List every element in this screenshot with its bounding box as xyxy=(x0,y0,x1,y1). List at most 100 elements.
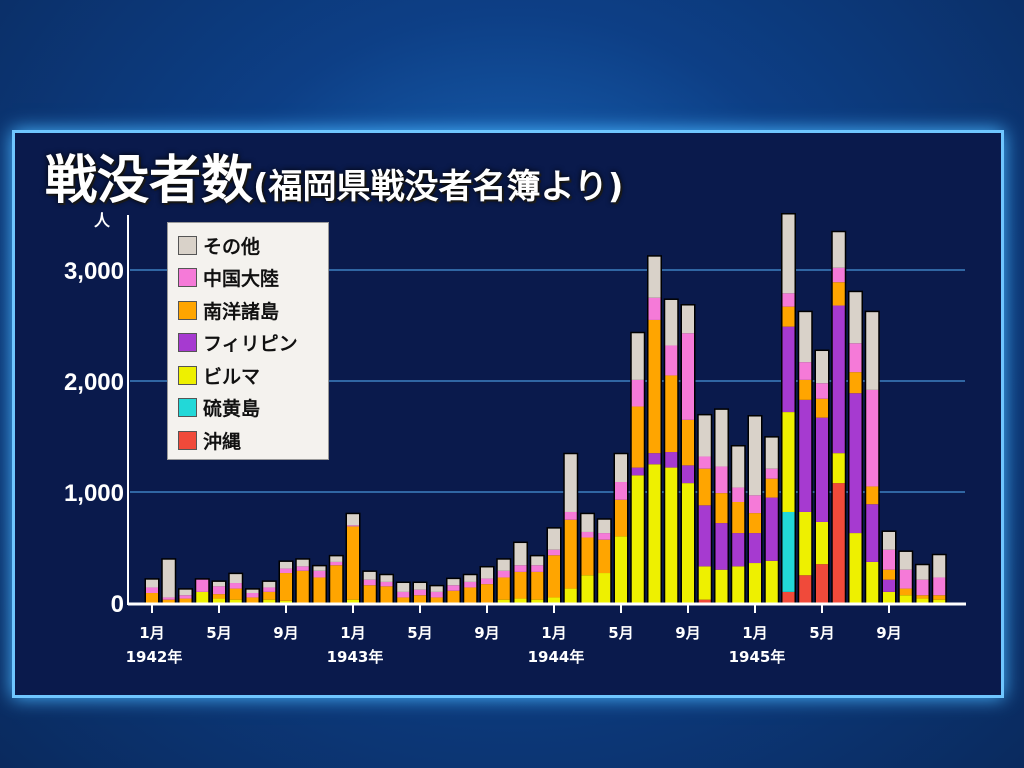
y-tick-label: 3,000 xyxy=(64,258,124,285)
bar-segment-中国大陸 xyxy=(849,343,862,373)
bar-segment-南洋諸島 xyxy=(799,379,812,400)
bar-segment-中国大陸 xyxy=(447,585,460,591)
bar-segment-その他 xyxy=(698,415,711,457)
bar-segment-フィリピン xyxy=(765,497,778,561)
bar-segment-南洋諸島 xyxy=(883,569,895,580)
bar-segment-ビルマ xyxy=(933,599,946,603)
bar-segment-中国大陸 xyxy=(581,531,594,538)
bar-segment-中国大陸 xyxy=(916,579,929,596)
legend-swatch xyxy=(178,430,197,450)
bar-segment-南洋諸島 xyxy=(330,565,343,603)
bar-segment-中国大陸 xyxy=(715,466,728,494)
bar-segment-その他 xyxy=(313,566,326,571)
bar-segment-その他 xyxy=(246,589,259,594)
bar-segment-南洋諸島 xyxy=(648,319,661,454)
bar-segment-中国大陸 xyxy=(481,578,493,585)
legend-swatch xyxy=(178,365,197,385)
bar-segment-南洋諸島 xyxy=(899,588,912,596)
bar-segment-フィリピン xyxy=(749,533,761,564)
x-tick-label: 9月 xyxy=(474,624,499,642)
bar-segment-南洋諸島 xyxy=(866,486,879,505)
bar-segment-中国大陸 xyxy=(564,511,577,520)
bar-segment-中国大陸 xyxy=(514,565,527,572)
bar-segment-その他 xyxy=(213,581,225,587)
legend-item: 硫黄島 xyxy=(178,392,328,425)
bar-segment-その他 xyxy=(548,528,560,550)
bar-segment-フィリピン xyxy=(715,523,728,570)
bar-segment-その他 xyxy=(832,232,845,268)
bar-segment-ビルマ xyxy=(799,511,812,576)
bar-segment-その他 xyxy=(916,565,929,580)
bar-segment-中国大陸 xyxy=(363,579,376,586)
legend-label: 中国大陸 xyxy=(203,268,280,291)
bar-segment-中国大陸 xyxy=(414,589,426,596)
y-tick-label: 0 xyxy=(111,591,124,618)
bar-segment-その他 xyxy=(715,409,728,467)
bar-segment-南洋諸島 xyxy=(531,571,544,600)
bar-segment-その他 xyxy=(866,312,879,390)
bar-segment-ビルマ xyxy=(347,599,359,603)
bar-segment-中国大陸 xyxy=(816,383,828,399)
bar-segment-沖縄 xyxy=(816,564,828,603)
bar-segment-その他 xyxy=(497,559,510,571)
legend-item: 中国大陸 xyxy=(178,262,328,295)
legend-label: 南洋諸島 xyxy=(203,300,280,323)
legend-label: ビルマ xyxy=(203,365,261,388)
x-tick-label: 5月 xyxy=(608,624,633,642)
bar-segment-南洋諸島 xyxy=(397,597,410,603)
bar-segment-ビルマ xyxy=(866,561,879,603)
bar-segment-中国大陸 xyxy=(313,570,326,578)
bar-segment-沖縄 xyxy=(698,599,711,603)
bar-segment-南洋諸島 xyxy=(832,282,845,306)
x-tick-label: 1月 xyxy=(139,624,164,642)
bar-segment-フィリピン xyxy=(665,452,678,468)
bar-segment-その他 xyxy=(631,333,644,380)
bar-segment-南洋諸島 xyxy=(162,599,175,603)
bar-segment-中国大陸 xyxy=(832,267,845,283)
bar-segment-中国大陸 xyxy=(296,566,309,571)
bar-segment-南洋諸島 xyxy=(564,519,577,589)
x-tick-label: 1月 xyxy=(742,624,767,642)
bar-segment-南洋諸島 xyxy=(414,595,426,603)
bar-segment-その他 xyxy=(447,579,460,586)
legend-label: その他 xyxy=(203,235,261,258)
legend-swatch xyxy=(178,333,197,353)
bar-segment-ビルマ xyxy=(514,598,527,603)
legend-item: 南洋諸島 xyxy=(178,294,328,327)
bar-segment-南洋諸島 xyxy=(514,571,527,599)
bar-segment-その他 xyxy=(849,292,862,344)
bar-segment-ビルマ xyxy=(899,595,912,603)
bar-segment-南洋諸島 xyxy=(380,586,393,603)
bar-segment-ビルマ xyxy=(564,588,577,603)
bar-segment-中国大陸 xyxy=(430,591,443,598)
bar-segment-中国大陸 xyxy=(263,587,276,592)
bar-segment-中国大陸 xyxy=(866,389,879,487)
bar-segment-中国大陸 xyxy=(765,468,778,479)
bar-segment-中国大陸 xyxy=(179,595,192,599)
bar-segment-硫黄島 xyxy=(782,511,795,592)
bar-segment-ビルマ xyxy=(682,483,694,603)
title-main: 戦没者数 xyxy=(45,151,254,211)
bar-segment-中国大陸 xyxy=(698,456,711,469)
bar-segment-フィリピン xyxy=(883,579,895,592)
legend-swatch xyxy=(178,268,197,288)
bar-segment-南洋諸島 xyxy=(715,493,728,524)
bar-segment-ビルマ xyxy=(715,569,728,603)
legend-label: 硫黄島 xyxy=(203,398,261,421)
bar-segment-南洋諸島 xyxy=(732,501,745,534)
legend-label: 沖縄 xyxy=(203,430,242,453)
bar-segment-南洋諸島 xyxy=(598,539,611,574)
bar-segment-その他 xyxy=(280,561,292,569)
bar-segment-南洋諸島 xyxy=(481,584,493,603)
bar-segment-沖縄 xyxy=(799,575,812,603)
bar-segment-その他 xyxy=(179,589,192,596)
bar-segment-その他 xyxy=(765,437,778,469)
bar-segment-ビルマ xyxy=(832,453,845,484)
bar-segment-中国大陸 xyxy=(799,362,812,380)
bar-segment-その他 xyxy=(146,579,158,588)
legend-item: その他 xyxy=(178,229,328,262)
bar-segment-中国大陸 xyxy=(380,581,393,587)
bar-segment-南洋諸島 xyxy=(581,537,594,576)
bar-segment-その他 xyxy=(749,416,761,496)
legend-swatch xyxy=(178,300,197,320)
